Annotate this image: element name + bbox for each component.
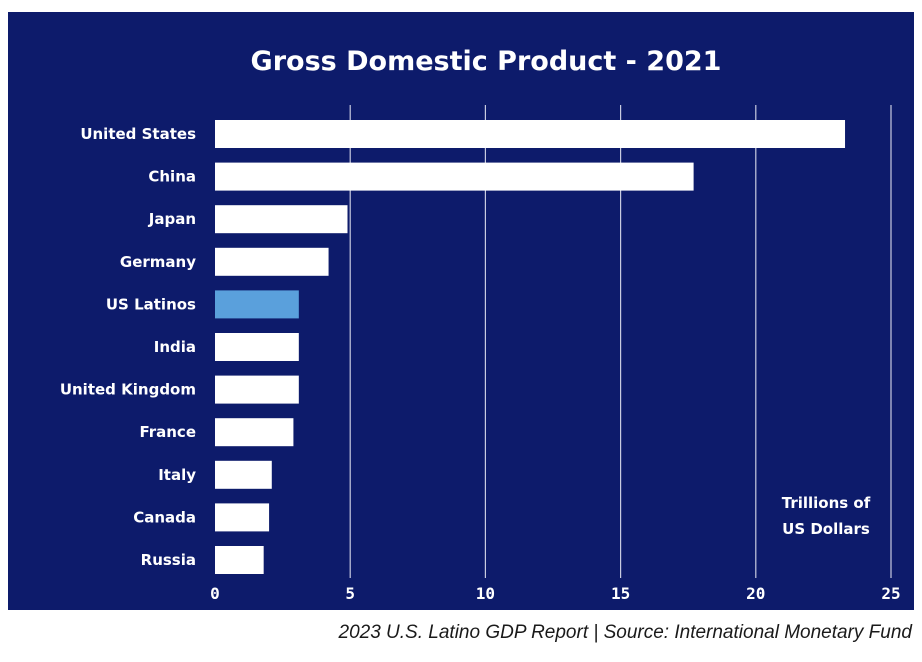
- category-labels: United States China Japan Germany US Latinos…: [60, 125, 196, 569]
- bar-india: [215, 333, 299, 361]
- unit-label-line-1: Trillions of: [782, 494, 871, 512]
- bar-united-kingdom: [215, 375, 299, 404]
- bar-italy: [215, 460, 272, 489]
- category-label-us-latinos: US Latinos: [106, 295, 196, 313]
- bar-germany: [215, 247, 329, 276]
- category-label-united-states: United States: [80, 125, 196, 143]
- bar-france: [215, 418, 294, 447]
- unit-label-line-2: US Dollars: [782, 520, 870, 538]
- category-label-russia: Russia: [141, 551, 196, 569]
- bars: [215, 120, 846, 574]
- bar-us-latinos: [215, 290, 299, 319]
- category-label-germany: Germany: [120, 253, 196, 271]
- bar-united-states: [215, 120, 846, 148]
- x-tick-label-25: 25: [881, 584, 900, 603]
- category-label-france: France: [139, 423, 196, 441]
- x-tick-label-20: 20: [746, 584, 765, 603]
- category-label-india: India: [154, 338, 196, 356]
- x-tick-label-5: 5: [345, 584, 355, 603]
- category-label-united-kingdom: United Kingdom: [60, 381, 196, 399]
- bar-russia: [215, 546, 264, 574]
- category-label-canada: Canada: [133, 508, 196, 526]
- bar-japan: [215, 205, 348, 234]
- bar-china: [215, 162, 694, 191]
- x-tick-label-0: 0: [210, 584, 220, 603]
- category-label-italy: Italy: [158, 466, 196, 484]
- chart-panel: Gross Domestic Product - 2021 United Sta…: [8, 12, 914, 610]
- bar-canada: [215, 503, 270, 532]
- x-tick-label-10: 10: [476, 584, 495, 603]
- gdp-bar-chart: Gross Domestic Product - 2021 United Sta…: [60, 46, 901, 603]
- category-label-japan: Japan: [148, 210, 196, 228]
- x-tick-labels: 0 5 10 15 20 25: [210, 584, 900, 603]
- category-label-china: China: [148, 168, 196, 186]
- source-caption: 2023 U.S. Latino GDP Report | Source: In…: [338, 622, 913, 643]
- x-tick-label-15: 15: [611, 584, 630, 603]
- chart-title: Gross Domestic Product - 2021: [251, 46, 722, 77]
